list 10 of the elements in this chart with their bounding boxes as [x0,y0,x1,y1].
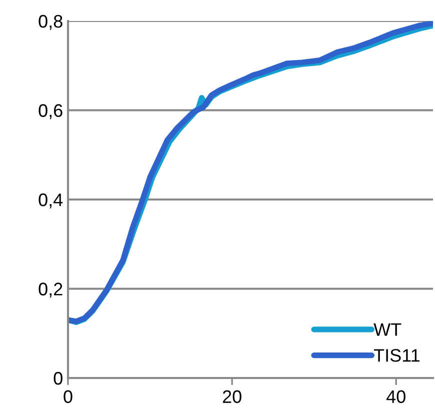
x-tick-label: 20 [222,390,242,404]
y-tick-label: 0,8 [38,14,62,30]
y-tick-label: 0,6 [38,104,62,120]
x-tick-label: 40 [386,390,406,404]
y-tick-label: 0,4 [38,193,63,208]
y-tick-label: 0 [54,372,62,385]
y-tick-label: 0,2 [38,282,62,298]
x-tick-label: 0 [64,390,72,404]
legend-label: WT [374,323,402,336]
legend-label: TIS11 [374,349,420,362]
